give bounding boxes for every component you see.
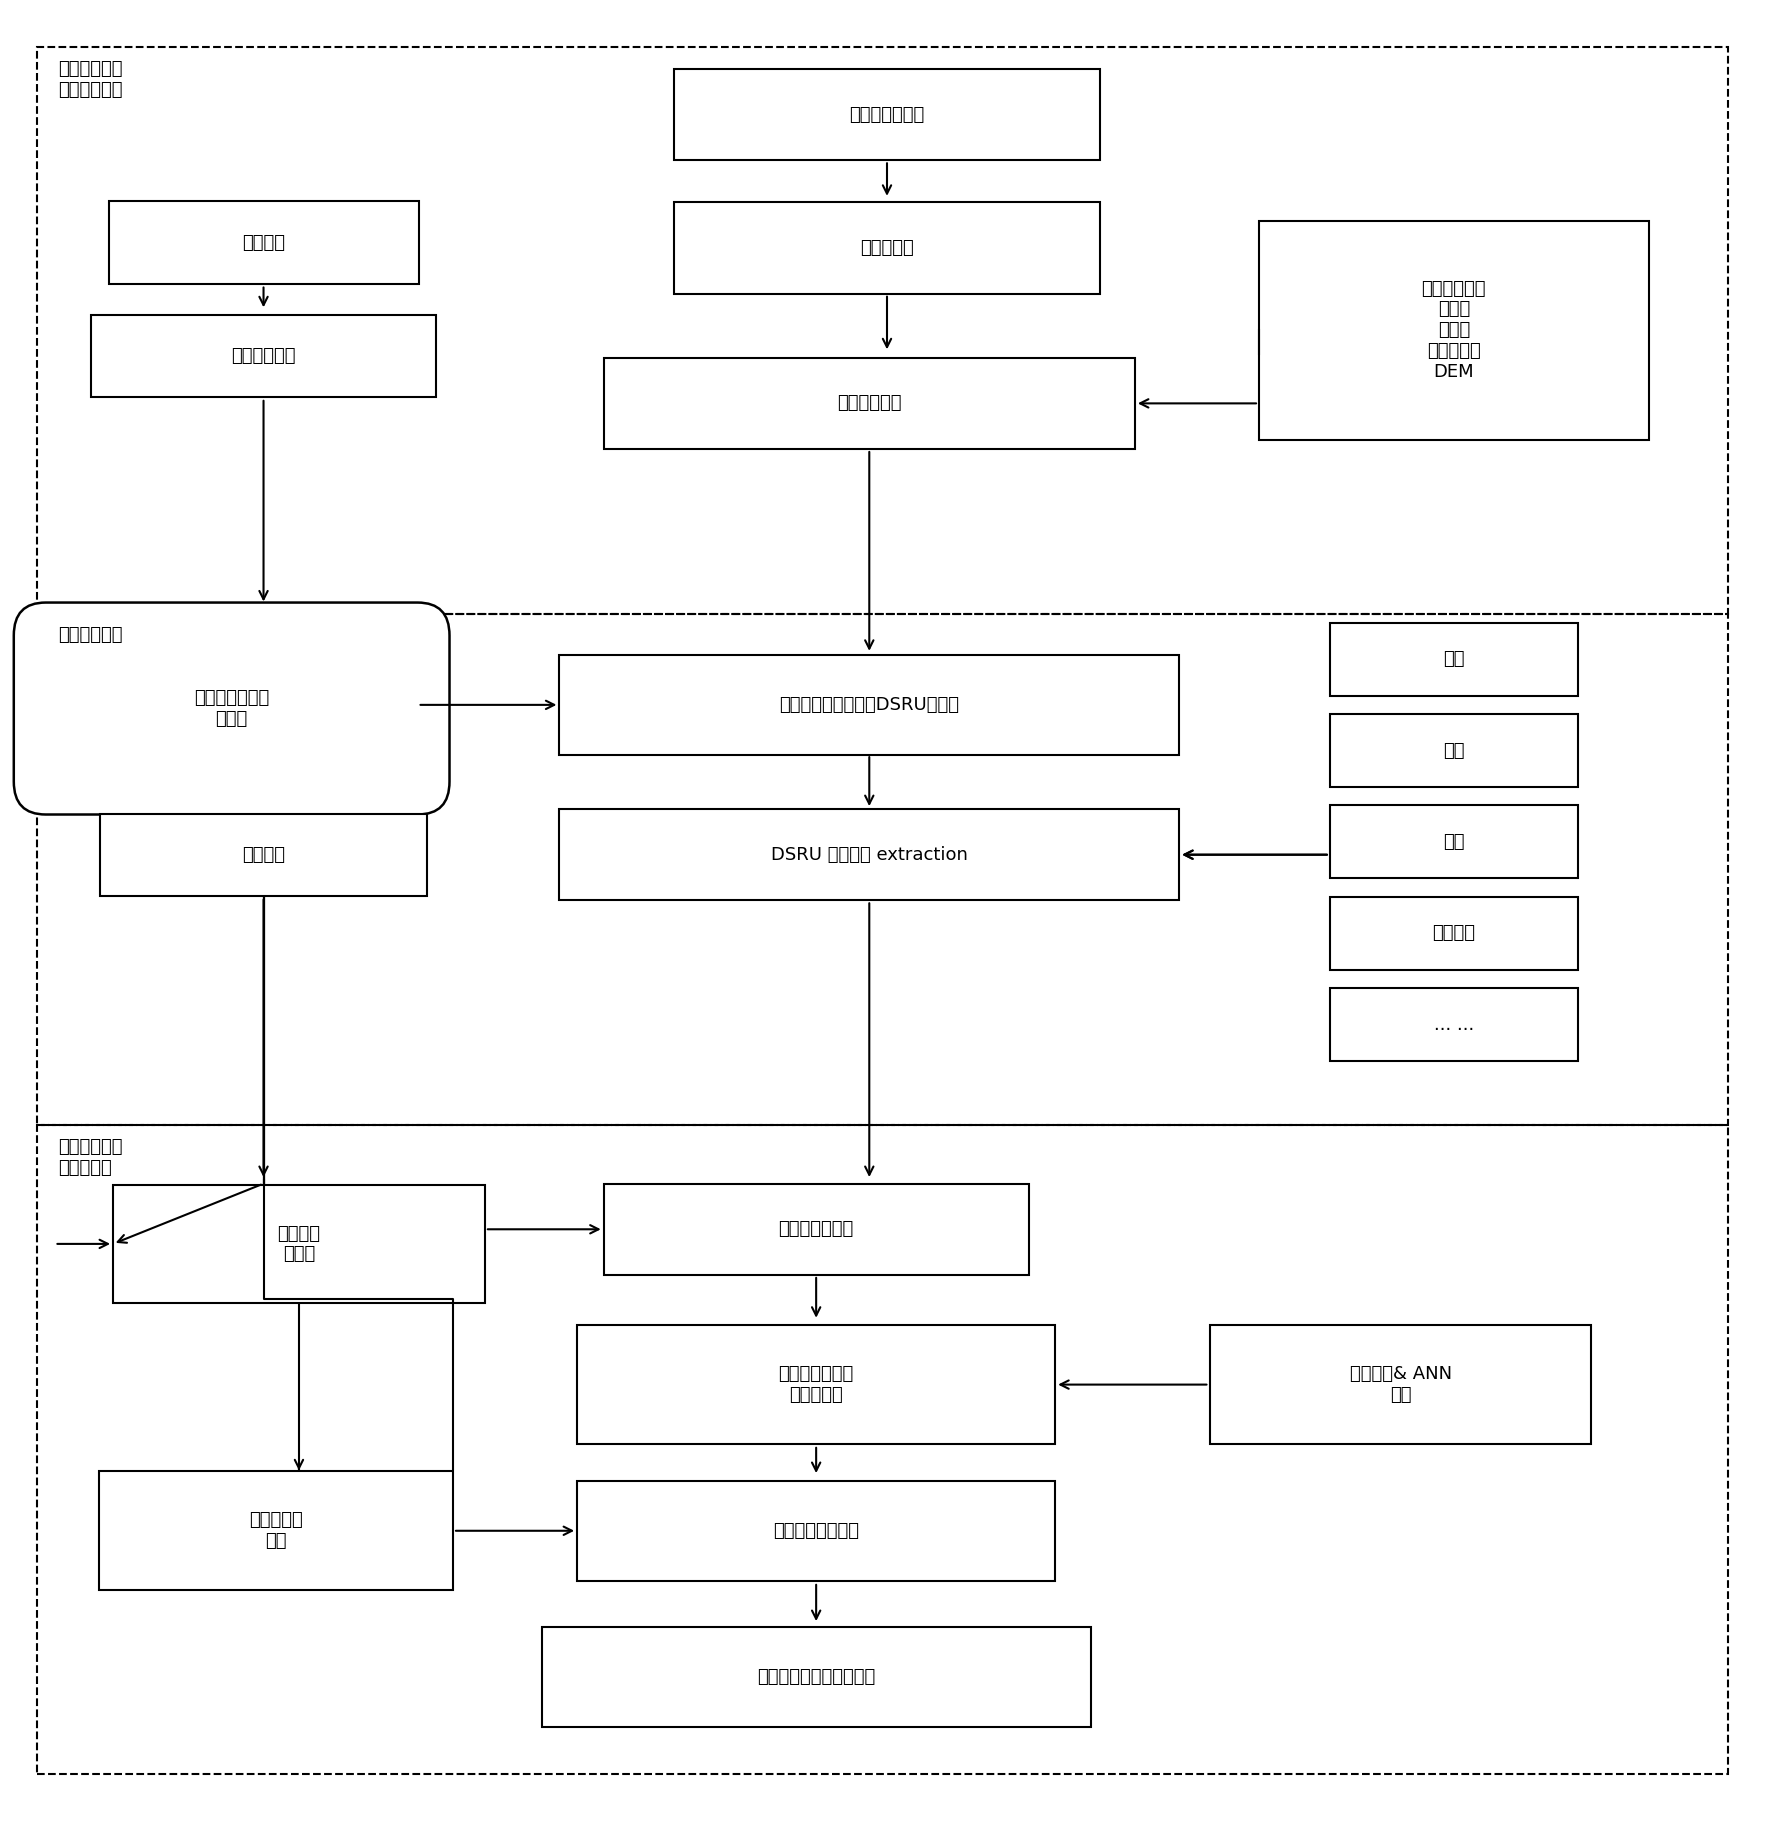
Text: 特征训练与学习: 特征训练与学习 <box>778 1221 853 1239</box>
FancyBboxPatch shape <box>99 1471 452 1590</box>
FancyBboxPatch shape <box>558 655 1179 756</box>
FancyBboxPatch shape <box>1330 988 1576 1061</box>
FancyBboxPatch shape <box>1330 622 1576 695</box>
Text: 土地退化多特征
多尺度分类: 土地退化多特征 多尺度分类 <box>778 1365 853 1404</box>
Text: 高光谱遥感影像: 高光谱遥感影像 <box>849 106 924 124</box>
FancyBboxPatch shape <box>1209 1325 1590 1444</box>
FancyBboxPatch shape <box>1330 805 1576 878</box>
Text: 语义解释与
表达: 语义解释与 表达 <box>248 1512 303 1550</box>
Text: 地学知识: 地学知识 <box>241 845 285 864</box>
Text: 土地退化响应单元（DSRU）划分: 土地退化响应单元（DSRU）划分 <box>778 695 959 714</box>
Text: 影像预处理: 影像预处理 <box>860 240 913 256</box>
Text: DSRU 特征提取 extraction: DSRU 特征提取 extraction <box>771 845 968 864</box>
FancyBboxPatch shape <box>674 70 1099 161</box>
FancyBboxPatch shape <box>1259 221 1647 439</box>
FancyBboxPatch shape <box>603 357 1135 448</box>
FancyBboxPatch shape <box>108 201 418 284</box>
FancyBboxPatch shape <box>603 1184 1028 1276</box>
FancyBboxPatch shape <box>99 814 427 897</box>
FancyBboxPatch shape <box>541 1627 1090 1728</box>
FancyBboxPatch shape <box>576 1325 1055 1444</box>
Text: 多源数据配准: 多源数据配准 <box>837 395 901 412</box>
FancyBboxPatch shape <box>576 1480 1055 1581</box>
Text: 空间对象认知: 空间对象认知 <box>59 626 122 644</box>
FancyBboxPatch shape <box>558 809 1179 900</box>
Text: ... ...: ... ... <box>1433 1016 1473 1034</box>
Text: 野外调查数据
土壤图
植被图
土地利用图
DEM: 野外调查数据 土壤图 植被图 土地利用图 DEM <box>1420 280 1486 381</box>
FancyBboxPatch shape <box>14 602 449 814</box>
FancyBboxPatch shape <box>1330 897 1576 970</box>
Text: 地学规则
知识库: 地学规则 知识库 <box>277 1224 321 1263</box>
Text: 外业调查: 外业调查 <box>241 234 285 251</box>
Text: 土地退化特征: 土地退化特征 <box>230 348 296 364</box>
FancyBboxPatch shape <box>90 315 436 397</box>
Text: 土地退化初始分类: 土地退化初始分类 <box>773 1523 858 1539</box>
FancyBboxPatch shape <box>113 1184 484 1303</box>
FancyBboxPatch shape <box>1330 714 1576 787</box>
Text: 形状: 形状 <box>1441 833 1464 851</box>
Text: 模糊模型& ANN
模型: 模糊模型& ANN 模型 <box>1349 1365 1450 1404</box>
Text: 土地退化分类与信息提取: 土地退化分类与信息提取 <box>757 1667 874 1685</box>
FancyBboxPatch shape <box>674 203 1099 295</box>
Text: 土地退化光谱响
应分析: 土地退化光谱响 应分析 <box>193 690 269 728</box>
Text: 光谱: 光谱 <box>1441 650 1464 668</box>
Text: 影像预处理与
空间特征认知: 影像预处理与 空间特征认知 <box>59 60 122 99</box>
Text: 空间模式认知
与信息挖掘: 空间模式认知 与信息挖掘 <box>59 1138 122 1177</box>
Text: 纹理: 纹理 <box>1441 741 1464 759</box>
Text: 空间关系: 空间关系 <box>1431 924 1475 942</box>
